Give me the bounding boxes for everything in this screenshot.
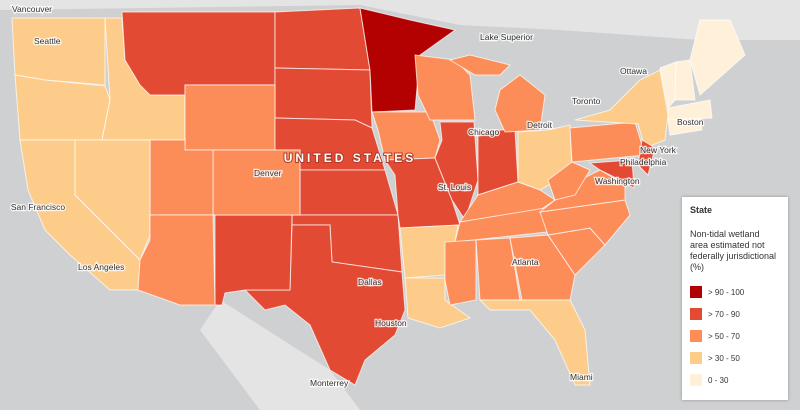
place-label: San Francisco: [11, 202, 66, 212]
legend-label: > 30 - 50: [708, 353, 740, 363]
state[interactable]: [448, 54, 511, 76]
place-label: Dallas: [358, 277, 382, 287]
legend-item: > 50 - 70: [690, 325, 780, 347]
place-label: Monterrey: [310, 378, 349, 388]
legend-item: > 30 - 50: [690, 347, 780, 369]
state[interactable]: [121, 11, 276, 96]
states: [11, 7, 746, 386]
state[interactable]: [19, 139, 141, 291]
place-label: Chicago: [468, 127, 499, 137]
state[interactable]: [478, 299, 591, 386]
state[interactable]: [444, 239, 477, 306]
legend: State Non-tidal wetland area estimated n…: [682, 197, 788, 400]
legend-title: State: [690, 205, 713, 215]
place-label: Philadelphia: [620, 157, 667, 167]
state[interactable]: [674, 59, 696, 101]
place-label: Toronto: [572, 96, 601, 106]
place-label: Atlanta: [512, 257, 539, 267]
place-label: Detroit: [527, 120, 553, 130]
mexico-land: [200, 300, 360, 410]
legend-label: > 50 - 70: [708, 331, 740, 341]
state[interactable]: [689, 19, 746, 96]
legend-swatch: [690, 374, 702, 386]
place-label: Vancouver: [12, 4, 52, 14]
legend-swatch: [690, 286, 702, 298]
state[interactable]: [667, 117, 703, 136]
place-label: St. Louis: [438, 182, 471, 192]
legend-rows: > 90 - 100 > 70 - 90 > 50 - 70 > 30 - 50 0 -…: [690, 281, 780, 391]
legend-label: 0 - 30: [708, 375, 729, 385]
place-label: Washington: [595, 176, 640, 186]
state[interactable]: [434, 121, 479, 222]
state[interactable]: [184, 84, 276, 151]
place-label: Seattle: [34, 36, 61, 46]
country-label: UNITED STATES: [284, 151, 417, 165]
state[interactable]: [547, 161, 591, 201]
legend-item: 0 - 30: [690, 369, 780, 391]
state[interactable]: [214, 214, 293, 306]
state[interactable]: [14, 74, 111, 141]
legend-swatch: [690, 330, 702, 342]
state[interactable]: [149, 139, 214, 216]
legend-item: > 70 - 90: [690, 303, 780, 325]
state[interactable]: [637, 139, 656, 176]
state[interactable]: [274, 7, 371, 71]
place-label: Lake Superior: [480, 32, 533, 42]
place-label: Los Angeles: [78, 262, 124, 272]
place-label: Ottawa: [620, 66, 647, 76]
place-label: Houston: [375, 318, 407, 328]
place-label: Miami: [570, 372, 593, 382]
state[interactable]: [243, 224, 406, 386]
state[interactable]: [588, 159, 635, 189]
legend-subtitle: Non-tidal wetland area estimated not fed…: [690, 229, 777, 272]
canada-land: [0, 0, 800, 40]
place-label: Boston: [677, 117, 704, 127]
state[interactable]: [569, 121, 646, 163]
legend-swatch: [690, 352, 702, 364]
legend-item: > 90 - 100: [690, 281, 780, 303]
legend-label: > 70 - 90: [708, 309, 740, 319]
state[interactable]: [494, 74, 546, 133]
place-label: Denver: [254, 168, 282, 178]
legend-swatch: [690, 308, 702, 320]
state[interactable]: [11, 17, 106, 86]
state[interactable]: [299, 169, 399, 216]
state[interactable]: [137, 214, 216, 306]
legend-label: > 90 - 100: [708, 287, 745, 297]
place-label: New York: [640, 145, 677, 155]
state[interactable]: [667, 99, 713, 121]
